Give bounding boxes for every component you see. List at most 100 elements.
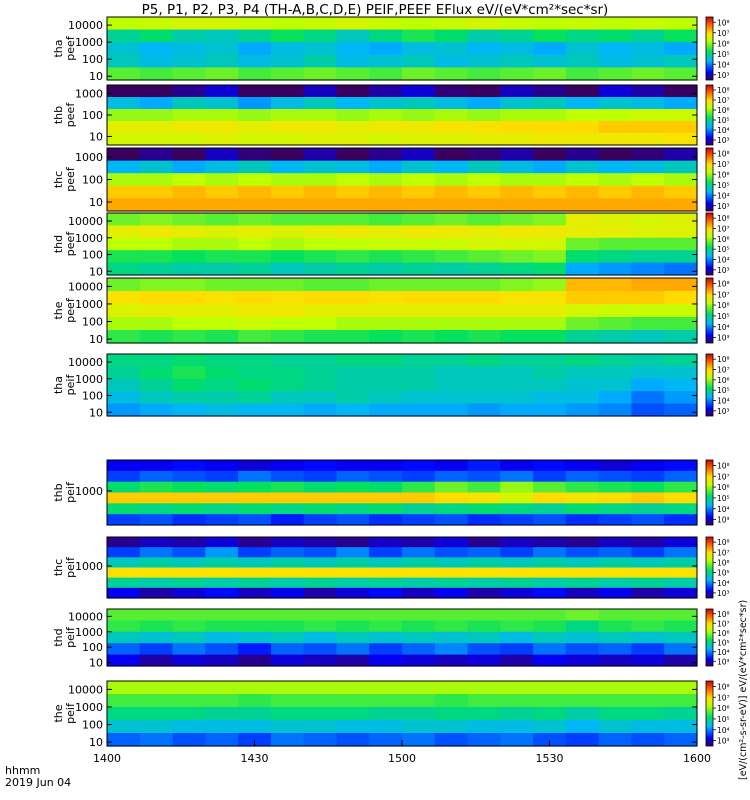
heatmap-cell: [172, 291, 206, 305]
heatmap-cell: [303, 42, 338, 56]
heatmap-cell: [598, 97, 633, 110]
heatmap-cell: [205, 654, 239, 667]
heatmap-cell: [369, 262, 403, 276]
heatmap-cell: [369, 547, 403, 558]
heatmap-cell: [565, 366, 600, 380]
heatmap-cell: [434, 694, 469, 708]
heatmap-cell: [631, 160, 665, 174]
heatmap-cell: [565, 654, 600, 667]
heatmap-cell: [139, 262, 174, 276]
heatmap-cell: [107, 654, 141, 667]
heatmap-cell: [664, 366, 698, 380]
heatmap-cell: [238, 121, 272, 134]
heatmap-cell: [500, 470, 534, 483]
heatmap-cell: [631, 470, 665, 483]
heatmap-cell: [500, 557, 534, 569]
heatmap-cell: [500, 173, 534, 187]
heatmap-cell: [402, 720, 436, 734]
heatmap-cell: [172, 225, 206, 239]
heatmap-cell: [434, 42, 469, 56]
heatmap-cell: [434, 460, 469, 472]
heatmap-cell: [107, 109, 141, 122]
heatmap-cell: [238, 67, 272, 81]
heatmap-cell: [533, 42, 567, 56]
heatmap-cell: [172, 198, 206, 212]
heatmap-cell: [631, 237, 665, 251]
heatmap-cell: [598, 173, 633, 187]
heatmap-cell: [533, 403, 567, 417]
heatmap-cell: [467, 85, 501, 98]
heatmap-cell: [565, 225, 600, 239]
heatmap-cell: [565, 97, 600, 110]
heatmap-cell: [565, 391, 600, 405]
heatmap-cell: [434, 67, 469, 81]
heatmap-cell: [500, 198, 534, 212]
heatmap-cell: [369, 42, 403, 56]
heatmap-cell: [270, 481, 305, 494]
heatmap-cell: [205, 557, 239, 569]
heatmap-cell: [533, 609, 567, 621]
heatmap-cell: [107, 133, 141, 146]
heatmap-cell: [631, 67, 665, 81]
heatmap-cell: [205, 85, 239, 98]
y-tick-label: 100: [82, 316, 103, 329]
heatmap-cell: [598, 42, 633, 56]
heatmap-cell: [303, 514, 338, 526]
colorbar-tick-label: 10⁶: [717, 235, 730, 244]
heatmap-cell: [434, 654, 469, 667]
heatmap-cell: [303, 213, 338, 226]
heatmap-cell: [205, 54, 239, 68]
heatmap-cell: [565, 237, 600, 251]
heatmap-cell: [270, 317, 305, 331]
y-tick-label: 100: [82, 719, 103, 732]
heatmap-cell: [270, 681, 305, 695]
heatmap-cell: [303, 173, 338, 187]
panel-label: peef: [64, 166, 77, 192]
heatmap-cell: [336, 378, 370, 392]
heatmap-cell: [467, 537, 501, 548]
heatmap-cell: [172, 354, 206, 367]
heatmap-cell: [664, 185, 698, 199]
colorbar-tick-label: 10⁶: [717, 39, 730, 48]
heatmap-cell: [270, 17, 305, 31]
heatmap-cell: [369, 250, 403, 264]
heatmap-cell: [238, 514, 272, 526]
heatmap-cell: [500, 620, 534, 633]
heatmap-cell: [467, 547, 501, 558]
heatmap-cell: [336, 354, 370, 367]
heatmap-cell: [598, 133, 633, 146]
heatmap-cell: [205, 198, 239, 212]
heatmap-cell: [238, 492, 272, 504]
heatmap-cell: [533, 278, 567, 292]
heatmap-cell: [139, 237, 174, 251]
heatmap-cell: [205, 29, 239, 43]
heatmap-cell: [631, 391, 665, 405]
heatmap-cell: [303, 403, 338, 417]
heatmap-cell: [107, 67, 141, 81]
heatmap-cell: [107, 620, 141, 633]
heatmap-cell: [205, 403, 239, 417]
heatmap-cell: [205, 492, 239, 504]
heatmap-cell: [139, 537, 174, 548]
heatmap-cell: [467, 391, 501, 405]
colorbar-tick-label: 10⁴: [717, 505, 730, 514]
heatmap-cell: [270, 720, 305, 734]
heatmap-cell: [336, 643, 370, 656]
heatmap-cell: [500, 654, 534, 667]
heatmap-cell: [664, 557, 698, 569]
y-tick-label: 10: [89, 406, 103, 419]
heatmap-cell: [369, 694, 403, 708]
heatmap-cell: [533, 694, 567, 708]
heatmap-cell: [303, 492, 338, 504]
heatmap-cell: [434, 133, 469, 146]
heatmap-cell: [107, 577, 141, 589]
heatmap-cell: [139, 587, 174, 599]
heatmap-cell: [402, 262, 436, 276]
heatmap-cell: [533, 391, 567, 405]
heatmap-cell: [533, 29, 567, 43]
colorbar: [705, 536, 714, 599]
heatmap-cell: [369, 278, 403, 292]
heatmap-cell: [664, 391, 698, 405]
heatmap-cell: [238, 198, 272, 212]
heatmap-cell: [238, 503, 272, 515]
